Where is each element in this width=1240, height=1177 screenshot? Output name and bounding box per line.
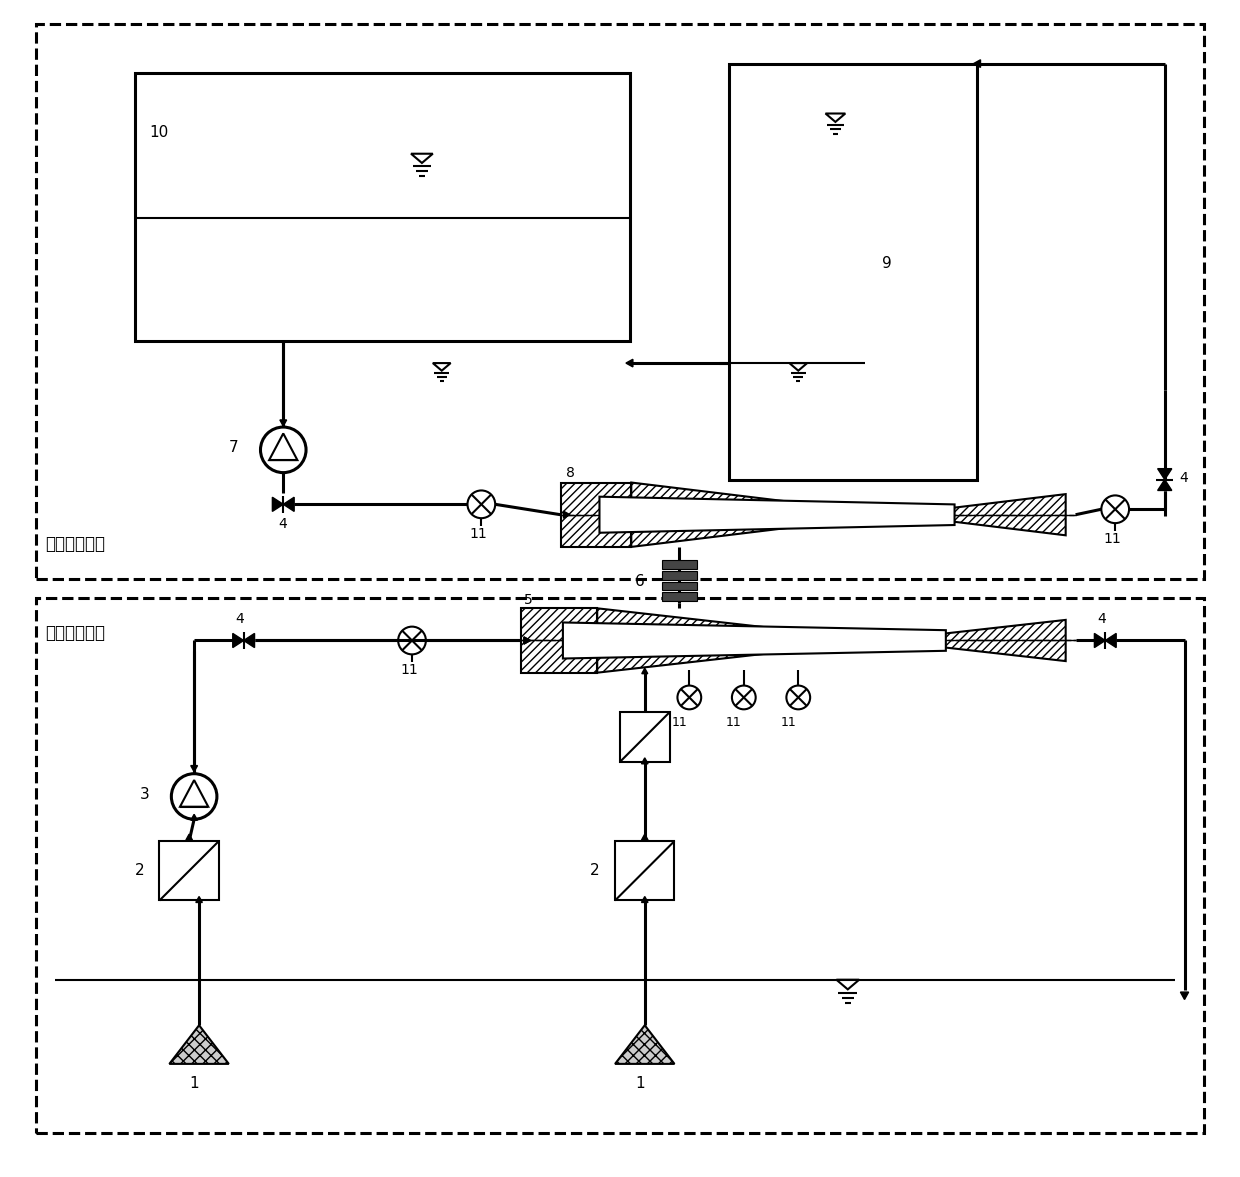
Text: 4: 4 [1179, 471, 1188, 485]
Text: 8: 8 [565, 466, 574, 479]
Text: 海水循环系统: 海水循环系统 [46, 624, 105, 643]
Text: 11: 11 [725, 716, 742, 729]
Polygon shape [662, 560, 697, 568]
Polygon shape [973, 60, 981, 67]
Text: 淡水循环系统: 淡水循环系统 [46, 534, 105, 553]
Polygon shape [642, 669, 647, 673]
Polygon shape [615, 842, 675, 900]
Polygon shape [233, 633, 243, 647]
Polygon shape [525, 637, 531, 644]
Polygon shape [598, 609, 1065, 673]
Polygon shape [1158, 468, 1172, 479]
Polygon shape [160, 842, 219, 900]
Polygon shape [170, 1025, 229, 1064]
Polygon shape [641, 758, 649, 764]
Polygon shape [525, 637, 531, 644]
Polygon shape [615, 1025, 675, 1064]
Text: 1: 1 [635, 1076, 645, 1091]
Polygon shape [191, 814, 197, 820]
Text: 5: 5 [525, 593, 533, 607]
Polygon shape [1158, 479, 1172, 491]
Polygon shape [280, 420, 286, 426]
Polygon shape [273, 497, 283, 511]
Text: 11: 11 [672, 716, 687, 729]
Polygon shape [243, 633, 254, 647]
Polygon shape [563, 623, 946, 658]
Polygon shape [563, 511, 570, 518]
Text: 11: 11 [470, 527, 487, 541]
Polygon shape [626, 359, 632, 367]
Text: 4: 4 [278, 517, 288, 531]
Polygon shape [620, 712, 670, 762]
Polygon shape [196, 897, 202, 903]
Polygon shape [191, 765, 197, 772]
Polygon shape [662, 581, 697, 591]
Text: 3: 3 [140, 787, 149, 802]
Polygon shape [662, 592, 697, 601]
Polygon shape [662, 571, 697, 579]
Text: 11: 11 [780, 716, 796, 729]
Polygon shape [631, 483, 1065, 547]
Polygon shape [521, 609, 598, 673]
Text: 7: 7 [229, 440, 238, 455]
Polygon shape [729, 64, 977, 479]
Text: 11: 11 [1104, 532, 1121, 546]
Polygon shape [283, 497, 294, 511]
Text: 2: 2 [135, 863, 144, 878]
Text: 11: 11 [401, 663, 418, 677]
Text: 4: 4 [1097, 612, 1106, 626]
Polygon shape [135, 73, 630, 341]
Polygon shape [599, 497, 955, 533]
Text: 6: 6 [635, 574, 645, 588]
Text: 4: 4 [236, 612, 244, 626]
Polygon shape [641, 834, 649, 840]
Polygon shape [1105, 633, 1116, 647]
Text: 10: 10 [150, 125, 169, 140]
Polygon shape [641, 897, 649, 903]
Polygon shape [1095, 633, 1105, 647]
Text: 9: 9 [883, 255, 893, 271]
Text: 2: 2 [590, 863, 600, 878]
Polygon shape [1180, 992, 1189, 999]
Polygon shape [560, 483, 631, 547]
Text: 1: 1 [190, 1076, 198, 1091]
Polygon shape [186, 834, 192, 840]
